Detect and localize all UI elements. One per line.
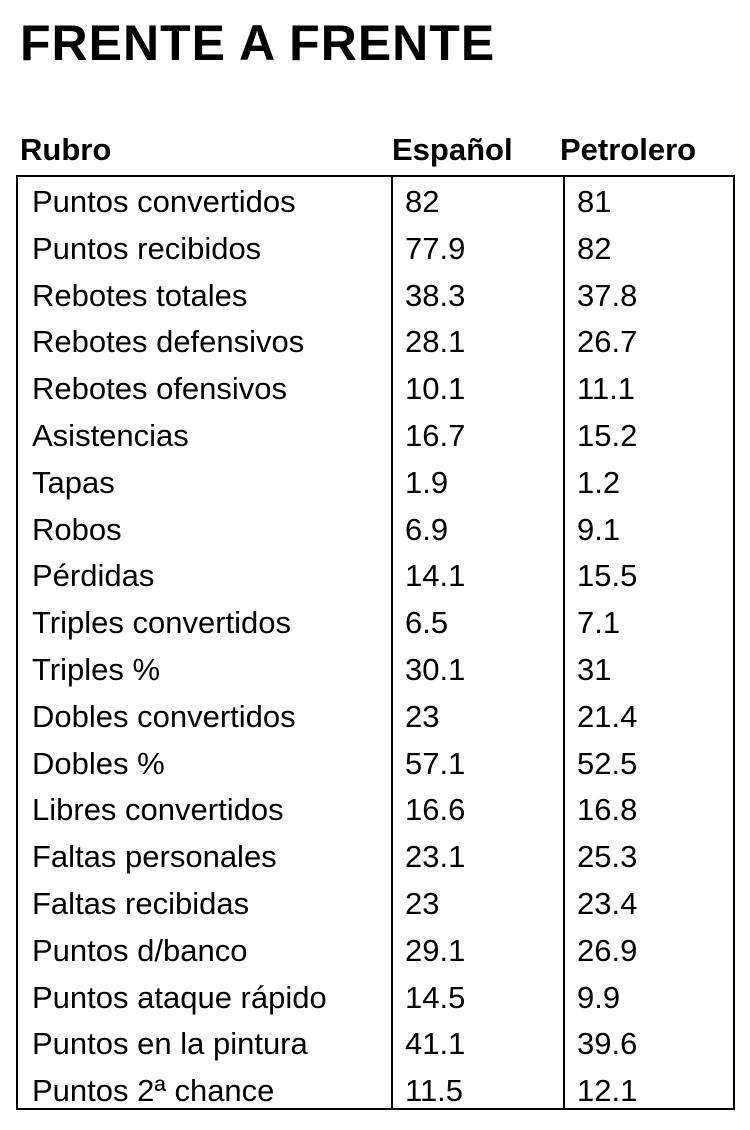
cell-rubro: Tapas [32, 464, 115, 500]
cell-espanol: 28.1 [405, 324, 466, 360]
cell-petrolero: 15.5 [577, 558, 638, 594]
table-row: Tapas 1.9 1.2 [18, 460, 733, 507]
table-row: Asistencias 16.7 15.2 [18, 413, 733, 460]
table-row: Faltas personales 23.1 25.3 [18, 834, 733, 881]
cell-espanol: 41.1 [405, 1026, 466, 1062]
cell-petrolero: 16.8 [577, 792, 638, 828]
cell-espanol: 82 [405, 184, 440, 219]
cell-petrolero: 21.4 [577, 698, 638, 734]
table-row: Triples % 30.1 31 [18, 647, 733, 694]
stats-table: Puntos convertidos 82 81 Puntos recibidos 77… [16, 175, 735, 1110]
cell-espanol: 6.9 [405, 511, 449, 547]
cell-petrolero: 25.3 [577, 839, 638, 875]
cell-espanol: 23 [405, 885, 440, 921]
column-header-petrolero: Petrolero [560, 132, 697, 167]
cell-petrolero: 9.1 [577, 511, 621, 547]
table-row: Pérdidas 14.1 15.5 [18, 553, 733, 600]
cell-rubro: Triples convertidos [32, 605, 292, 641]
table-row: Rebotes totales 38.3 37.8 [18, 273, 733, 320]
table-row: Faltas recibidas 23 23.4 [18, 881, 733, 928]
cell-espanol: 38.3 [405, 277, 466, 313]
column-header-espanol: Español [392, 132, 513, 167]
table-row: Puntos ataque rápido 14.5 9.9 [18, 975, 733, 1022]
cell-petrolero: 26.9 [577, 932, 638, 968]
column-divider [391, 177, 393, 1108]
cell-espanol: 11.5 [405, 1073, 464, 1109]
cell-espanol: 6.5 [405, 605, 449, 641]
cell-rubro: Libres convertidos [32, 792, 284, 828]
cell-rubro: Puntos ataque rápido [32, 979, 327, 1015]
table-row: Rebotes ofensivos 10.1 11.1 [18, 366, 733, 413]
cell-rubro: Rebotes defensivos [32, 324, 305, 360]
cell-espanol: 14.1 [405, 558, 466, 594]
table-row: Triples convertidos 6.5 7.1 [18, 600, 733, 647]
table-row: Robos 6.9 9.1 [18, 507, 733, 554]
cell-rubro: Puntos recibidos [32, 230, 262, 266]
column-divider [563, 177, 565, 1108]
table-row: Puntos en la pintura 41.1 39.6 [18, 1021, 733, 1068]
cell-petrolero: 52.5 [577, 745, 638, 781]
cell-espanol: 29.1 [405, 932, 466, 968]
table-row: Dobles convertidos 23 21.4 [18, 694, 733, 741]
cell-rubro: Triples % [32, 651, 161, 687]
cell-rubro: Puntos 2ª chance [32, 1073, 275, 1109]
cell-espanol: 30.1 [405, 651, 466, 687]
cell-espanol: 14.5 [405, 979, 466, 1015]
cell-espanol: 16.7 [405, 417, 466, 453]
table-row: Rebotes defensivos 28.1 26.7 [18, 319, 733, 366]
cell-espanol: 16.6 [405, 792, 466, 828]
cell-espanol: 1.9 [405, 464, 449, 500]
cell-rubro: Puntos en la pintura [32, 1026, 308, 1062]
column-header-rubro: Rubro [20, 132, 112, 167]
cell-espanol: 10.1 [405, 371, 466, 407]
cell-espanol: 23 [405, 698, 440, 734]
cell-rubro: Faltas personales [32, 839, 277, 875]
cell-rubro: Robos [32, 511, 122, 547]
cell-petrolero: 82 [577, 230, 612, 266]
cell-espanol: 77.9 [405, 230, 466, 266]
table-row: Dobles % 57.1 52.5 [18, 741, 733, 788]
cell-petrolero: 81 [577, 184, 612, 219]
cell-espanol: 57.1 [405, 745, 466, 781]
table-row: Puntos recibidos 77.9 82 [18, 226, 733, 273]
table-row: Libres convertidos 16.6 16.8 [18, 787, 733, 834]
table-row: Puntos d/banco 29.1 26.9 [18, 928, 733, 975]
cell-petrolero: 9.9 [577, 979, 621, 1015]
cell-petrolero: 15.2 [577, 417, 638, 453]
cell-petrolero: 37.8 [577, 277, 638, 313]
cell-rubro: Puntos d/banco [32, 932, 248, 968]
cell-petrolero: 1.2 [577, 464, 621, 500]
table-row: Puntos convertidos 82 81 [18, 179, 733, 226]
cell-petrolero: 26.7 [577, 324, 638, 360]
cell-espanol: 23.1 [405, 839, 466, 875]
page-title: FRENTE A FRENTE [20, 15, 496, 71]
cell-rubro: Rebotes totales [32, 277, 248, 313]
cell-petrolero: 11.1 [577, 371, 636, 407]
cell-rubro: Asistencias [32, 417, 189, 453]
table-row: Puntos 2ª chance 11.5 12.1 [18, 1068, 733, 1115]
cell-rubro: Puntos convertidos [32, 184, 296, 219]
cell-rubro: Pérdidas [32, 558, 155, 594]
cell-petrolero: 39.6 [577, 1026, 638, 1062]
cell-petrolero: 7.1 [577, 605, 621, 641]
cell-rubro: Dobles % [32, 745, 165, 781]
cell-rubro: Rebotes ofensivos [32, 371, 288, 407]
cell-petrolero: 23.4 [577, 885, 638, 921]
cell-rubro: Faltas recibidas [32, 885, 250, 921]
table-body: Puntos convertidos 82 81 Puntos recibidos 77… [18, 179, 733, 1115]
cell-petrolero: 31 [577, 651, 612, 687]
cell-petrolero: 12.1 [577, 1073, 638, 1109]
cell-rubro: Dobles convertidos [32, 698, 296, 734]
